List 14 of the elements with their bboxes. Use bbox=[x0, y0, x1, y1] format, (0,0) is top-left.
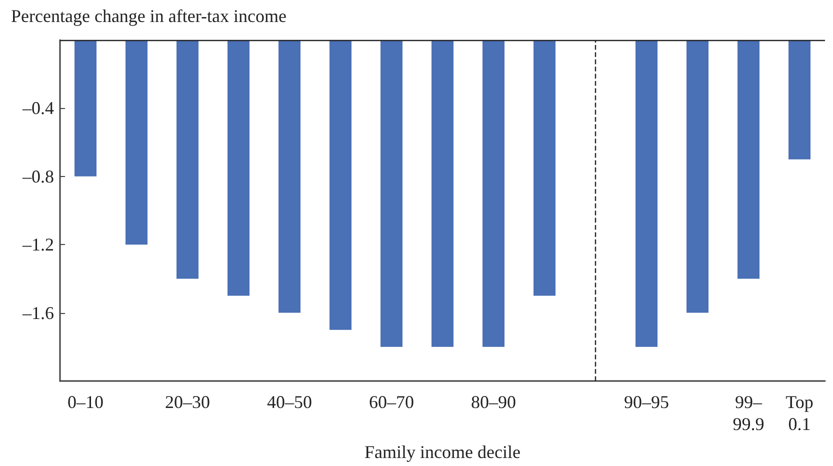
y-tick-label: –0.4 bbox=[22, 98, 54, 118]
x-tick-label: 40–50 bbox=[267, 392, 312, 412]
y-tick-label: –0.8 bbox=[22, 166, 54, 186]
x-tick-label: 0–10 bbox=[68, 392, 104, 412]
x-tick-label: 80–90 bbox=[471, 392, 516, 412]
x-tick-label: 99– 99.9 bbox=[732, 392, 764, 434]
x-tick-label: 90–95 bbox=[624, 392, 669, 412]
x-tick-label: 60–70 bbox=[369, 392, 414, 412]
y-tick-label: –1.2 bbox=[22, 234, 54, 255]
y-axis-title: Percentage change in after-tax income bbox=[11, 6, 287, 26]
y-tick-label: –1.6 bbox=[22, 302, 54, 323]
x-tick-label: 20–30 bbox=[165, 392, 210, 412]
x-axis-title: Family income decile bbox=[364, 442, 520, 462]
x-tick-label: Top 0.1 bbox=[786, 392, 814, 434]
